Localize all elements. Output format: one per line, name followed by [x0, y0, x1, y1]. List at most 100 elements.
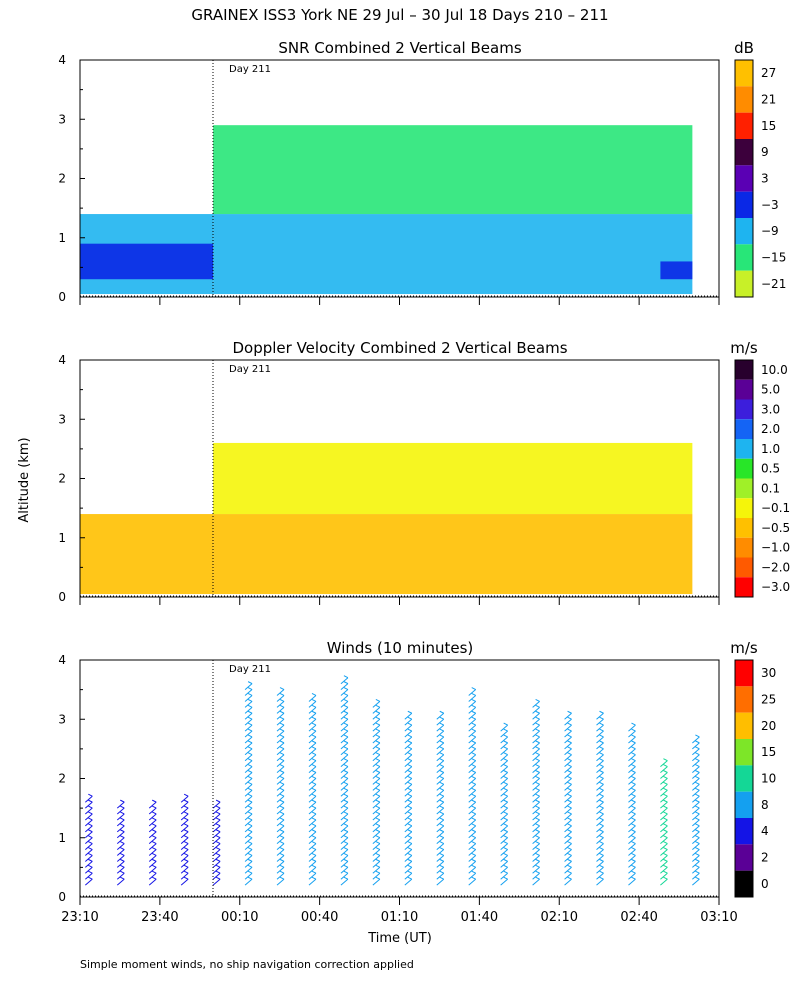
winds-barb-flag: [535, 829, 540, 833]
winds-barb-flag: [247, 805, 253, 809]
winds-barb-flag: [471, 870, 476, 874]
winds-barb-flag: [407, 746, 413, 750]
winds-barb-flag: [311, 853, 317, 856]
winds-barb-flag: [279, 793, 285, 797]
winds-barb-staff: [660, 825, 668, 833]
winds-barb-staff: [244, 795, 253, 803]
winds-barb-flag: [215, 876, 221, 880]
winds-barb-flag: [503, 829, 508, 833]
winds-barb-flag: [407, 793, 413, 797]
winds-barb-flag: [407, 781, 413, 785]
winds-barb-staff: [660, 772, 668, 779]
winds-barb-flag: [343, 728, 349, 732]
winds-barb-flag: [247, 823, 253, 827]
snr-y-tick-label: 3: [58, 112, 66, 126]
doppler-colorbar-frame: [734, 359, 754, 598]
winds-barb-flag: [695, 775, 700, 779]
winds-barb-flag: [567, 752, 572, 756]
winds-barb-staff: [276, 819, 285, 827]
winds-barb-flag: [311, 841, 317, 845]
winds-barb-flag: [631, 781, 636, 785]
winds-barb-staff: [84, 855, 93, 862]
winds-barb-flag: [311, 870, 317, 874]
winds-barb-staff: [340, 819, 349, 827]
winds-barb-staff: [596, 837, 604, 845]
winds-barb-flag: [439, 716, 444, 720]
winds-barb-flag: [663, 758, 668, 762]
winds-barb-staff: [116, 837, 125, 845]
winds-barb-staff: [340, 730, 349, 738]
winds-x-ticks: 23:10 23:40 00:10 00:40 01:10 01:40 02:10 02:40…: [61, 895, 738, 925]
winds-barb-flag: [311, 710, 317, 714]
winds-barb-flag: [535, 704, 540, 708]
winds-barb-staff: [372, 831, 381, 839]
winds-barb-flag: [567, 823, 572, 827]
winds-barb-flag: [343, 841, 349, 845]
winds-barb-flag: [663, 847, 668, 850]
winds-barb-staff: [564, 748, 572, 756]
winds-barb-flag: [375, 787, 381, 791]
winds-barb-flag: [567, 781, 572, 785]
winds-barb-staff: [308, 795, 317, 803]
winds-barb-flag: [407, 870, 413, 874]
winds-x-tick-label: 00:40: [301, 910, 338, 925]
winds-barb-staff: [564, 742, 572, 750]
winds-barb-staff: [372, 860, 381, 868]
winds-barb-flag: [311, 829, 317, 833]
winds-barb-staff: [596, 748, 604, 756]
winds-barb-staff: [532, 872, 540, 880]
winds-barb-flag: [343, 734, 349, 738]
winds-barb-flag: [439, 870, 444, 874]
winds-barb-staff: [468, 706, 477, 714]
winds-barb-flag: [663, 853, 668, 856]
winds-barb-staff: [116, 801, 125, 809]
winds-barb-flag: [375, 829, 381, 833]
winds-barb-flag: [120, 853, 125, 856]
winds-barb-flag: [471, 775, 476, 779]
winds-barb-flag: [183, 811, 189, 815]
winds-barb-staff: [276, 807, 285, 815]
winds-plot-frame: [79, 659, 720, 898]
winds-barb-staff: [500, 801, 508, 809]
winds-barb-staff: [564, 760, 572, 768]
winds-barb-staff: [340, 695, 349, 702]
winds-barb-flag: [279, 817, 285, 821]
winds-barb-flag: [375, 728, 381, 732]
winds-barb-staff: [468, 866, 477, 874]
winds-barb-flag: [663, 764, 668, 768]
winds-barb-flag: [631, 787, 636, 791]
winds-barb-staff: [404, 712, 413, 720]
winds-barb-flag: [151, 858, 157, 862]
winds-barb-flag: [279, 740, 285, 744]
winds-barb-staff: [340, 683, 349, 691]
winds-barb-flag: [695, 770, 700, 773]
winds-barb-flag: [503, 770, 508, 773]
winds-barb-staff: [340, 813, 349, 821]
winds-barb-staff: [404, 831, 413, 839]
winds-barb-flag: [183, 829, 189, 833]
winds-barb-staff: [628, 742, 636, 750]
winds-barb-staff: [692, 789, 700, 797]
winds-barb-staff: [436, 754, 445, 762]
winds-barb-staff: [276, 831, 285, 839]
winds-barb-flag: [343, 823, 349, 827]
winds-barb-flag: [471, 841, 476, 845]
winds-barb-flag: [343, 805, 349, 809]
winds-colorbar-label: 2: [761, 851, 769, 865]
winds-barb-staff: [180, 807, 189, 815]
winds-barb-flag: [311, 781, 317, 785]
winds-barb-flag: [247, 746, 253, 750]
winds-barb-flag: [407, 710, 413, 714]
winds-barb-flag: [183, 858, 189, 862]
winds-barb-flag: [695, 734, 700, 738]
winds-barb-flag: [375, 734, 381, 738]
winds-barb-flag: [503, 746, 508, 750]
winds-barb-flag: [631, 734, 636, 738]
doppler-regions: [80, 442, 693, 595]
winds-x-tick-label: 02:10: [541, 910, 578, 925]
winds-barb-staff: [308, 778, 317, 785]
winds-barb-flag: [88, 811, 93, 815]
winds-barb-flag: [567, 722, 572, 726]
winds-barb-staff: [660, 807, 668, 815]
winds-barb-flag: [407, 847, 413, 850]
